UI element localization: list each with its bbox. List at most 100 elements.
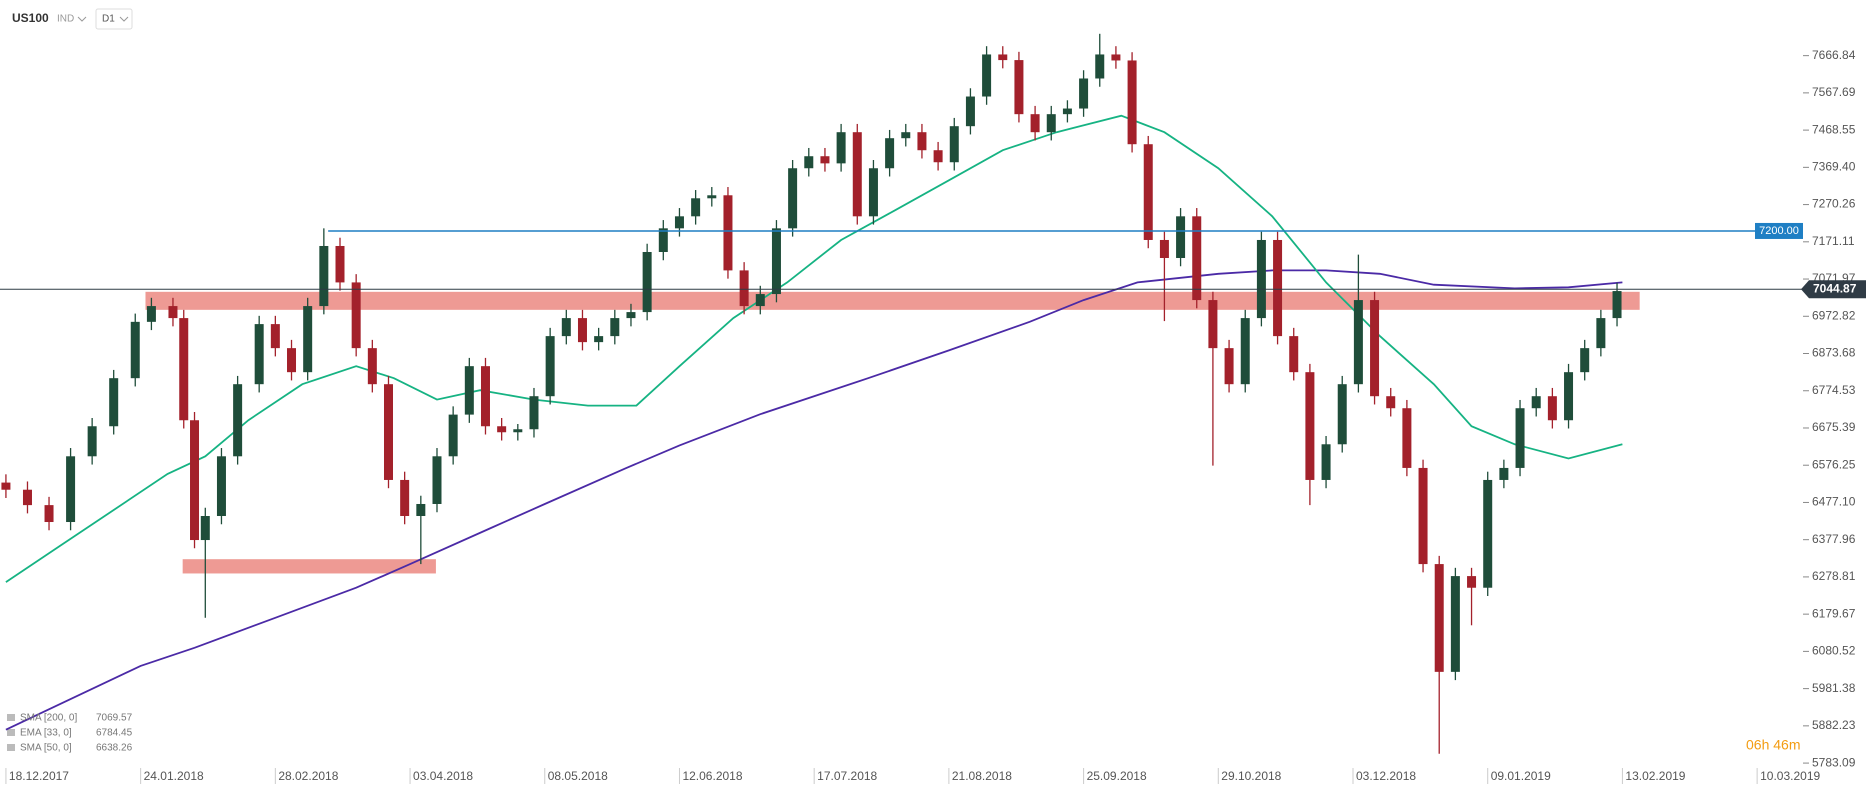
candle-body [1079,78,1089,109]
candle-body [1612,291,1622,319]
interval-selector[interactable] [95,8,133,30]
x-tick-label: 25.09.2018 [1087,769,1147,783]
candle-body [335,245,345,283]
y-tick-label: 7666.84 [1812,48,1856,62]
candle-body [1208,300,1218,349]
indicator-icon[interactable] [7,744,15,751]
candle-body [982,54,992,97]
candle-body [626,312,636,319]
support-zone [182,559,436,574]
candle-body [303,306,313,373]
candle-body [658,228,668,252]
indicator-icon[interactable] [7,729,15,736]
candle-body [1030,114,1040,133]
candle-body [933,150,943,163]
y-tick-label: 6972.82 [1812,308,1856,322]
candle-body [179,318,189,421]
candle-body [287,348,297,373]
y-tick-label: 7171.11 [1812,234,1855,248]
candle-body [168,306,178,319]
candle-body [1483,479,1493,588]
legend-value: 6638.26 [96,743,133,754]
candle-body [820,156,830,164]
candle-body [1111,54,1121,61]
x-tick-label: 10.03.2019 [1760,769,1820,783]
candle-body [216,456,226,517]
candle-body [852,132,862,217]
x-tick-label: 17.07.2018 [817,769,877,783]
candle-body [868,168,878,217]
candle-body [1386,396,1396,409]
candle-body [1450,576,1460,672]
y-tick-label: 6080.52 [1812,644,1856,658]
market-dropdown[interactable] [77,16,87,22]
y-tick-label: 7567.69 [1812,85,1856,99]
candle-body [1289,336,1299,373]
y-tick-label: 6774.53 [1812,383,1856,397]
candle-body [497,426,507,433]
candle-body [1499,467,1509,480]
legend-value: 7069.57 [96,713,133,724]
candle-body [146,306,156,322]
candle-body [545,336,555,397]
candle-body [1467,576,1477,588]
candle-body [723,195,733,271]
y-tick-label: 7468.55 [1812,122,1856,136]
candle-body [1014,60,1024,115]
candle-body [804,156,814,169]
candle-body [610,318,620,337]
candle-body [1596,318,1606,349]
candle-body [965,96,975,127]
y-tick-label: 5882.23 [1812,718,1856,732]
countdown: 06h 46m [1746,737,1800,753]
candle-body [577,318,587,343]
candle-body [739,270,749,307]
candle-body [1337,384,1347,445]
legend-icons [7,714,15,751]
candle-body [480,366,490,427]
candle-body [642,251,652,313]
candle-body [594,336,604,343]
candle-body [1192,216,1202,301]
x-tick-label: 29.10.2018 [1221,769,1281,783]
candle-body [367,348,377,385]
candle-body [1434,564,1444,672]
x-tick-label: 28.02.2018 [278,769,338,783]
candle-body [233,384,243,457]
candle-body [1547,396,1557,421]
interval-dropdown [119,16,129,22]
candle-body [998,54,1008,61]
candle-body [1159,239,1169,259]
candle-body [949,126,959,163]
interval: D1 [102,14,115,25]
candle-body [1273,239,1283,337]
level-tag [1755,222,1803,239]
support-zone [145,291,1640,310]
indicator-icon[interactable] [7,714,15,721]
candle-body [44,505,54,523]
x-tick-label: 03.12.2018 [1356,769,1416,783]
legend-name: SMA [50, 0] [20,743,72,754]
candle-body [66,456,76,523]
candle-body [1256,239,1266,319]
candle-body [1515,408,1525,468]
candle-body [416,503,426,517]
y-tick-label: 5783.09 [1812,755,1856,769]
y-tick-label: 5981.38 [1812,681,1856,695]
x-tick-label: 09.01.2019 [1491,769,1551,783]
candle-body [464,366,474,415]
y-tick-label: 6477.10 [1812,495,1856,509]
candle-body [22,489,32,506]
y-tick-label: 6675.39 [1812,420,1856,434]
x-tick-label: 21.08.2018 [952,769,1012,783]
legend-name: EMA [33, 0] [20,728,72,739]
candle-body [691,198,701,217]
candle-body [1564,372,1574,421]
y-tick-label: 6179.67 [1812,606,1856,620]
last-price-tag [1801,280,1866,299]
candle-body [1353,300,1363,385]
candle-body [1095,54,1105,79]
legend-name: SMA [200, 0] [20,713,77,724]
candle-body [1046,114,1056,133]
